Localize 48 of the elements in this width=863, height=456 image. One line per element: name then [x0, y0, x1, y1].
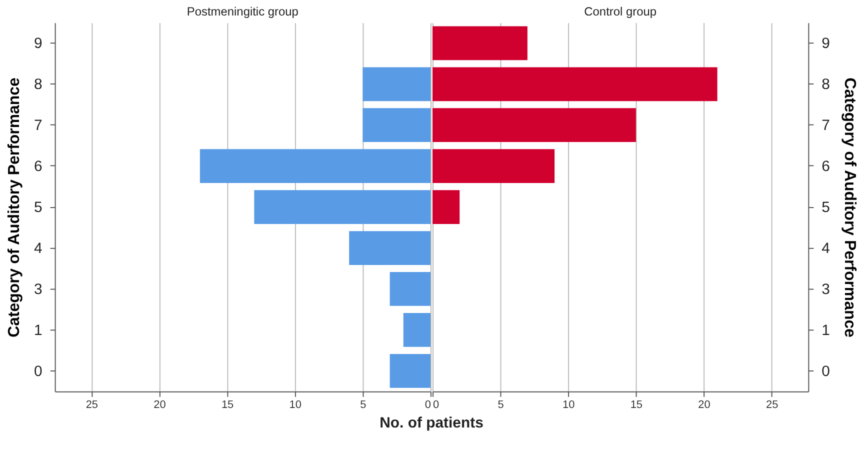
bar	[432, 67, 718, 102]
y-axis-title: Category of Auditory Performance	[840, 78, 858, 338]
y-tick-label: 9	[34, 35, 42, 52]
y-tick-label: 6	[822, 158, 830, 176]
bar	[200, 149, 431, 184]
x-tick-label: 15	[630, 398, 643, 411]
y-tick-label: 0	[34, 362, 42, 380]
y-tick-label: 8	[34, 76, 42, 94]
x-tick-label: 20	[154, 398, 166, 411]
x-tick-label: 15	[221, 398, 234, 411]
bar	[432, 108, 636, 142]
bar	[432, 26, 528, 60]
bar	[362, 67, 431, 102]
x-tick-label: 5	[360, 398, 366, 411]
x-tick-label: 20	[698, 398, 710, 411]
bar	[254, 190, 431, 224]
y-tick-label: 7	[34, 117, 42, 134]
x-tick-label: 25	[86, 398, 98, 411]
bar	[390, 354, 431, 388]
bar	[432, 190, 460, 224]
y-tick-label: 1	[822, 322, 830, 339]
y-tick-label: 1	[34, 322, 42, 339]
y-tick-label: 4	[822, 240, 830, 257]
bar	[403, 313, 431, 347]
chart-title: Postmeningitic group	[186, 4, 299, 19]
y-tick-label: 4	[34, 240, 42, 257]
x-tick-label: 10	[562, 398, 575, 411]
y-tick-label: 5	[34, 199, 42, 216]
y-tick-label: 3	[822, 280, 830, 298]
bar	[349, 231, 431, 265]
chart-title: Control group	[584, 4, 657, 19]
bar	[432, 149, 555, 184]
x-tick-label: 10	[289, 398, 302, 411]
x-tick-label: 25	[766, 398, 778, 411]
x-tick-label: 0	[424, 398, 431, 411]
y-tick-label: 6	[34, 158, 42, 176]
x-tick-label: 0	[432, 398, 440, 411]
y-tick-label: 3	[34, 280, 42, 298]
y-axis-title: Category of Auditory Performance	[6, 78, 24, 338]
x-tick-label: 5	[498, 398, 504, 411]
y-tick-label: 5	[822, 199, 830, 216]
y-tick-label: 9	[822, 35, 830, 52]
y-tick-label: 0	[822, 362, 830, 380]
bar	[362, 108, 431, 142]
y-tick-label: 8	[822, 76, 830, 94]
x-axis-title: No. of patients	[380, 414, 484, 432]
y-tick-label: 7	[822, 117, 830, 134]
bar	[390, 272, 431, 306]
